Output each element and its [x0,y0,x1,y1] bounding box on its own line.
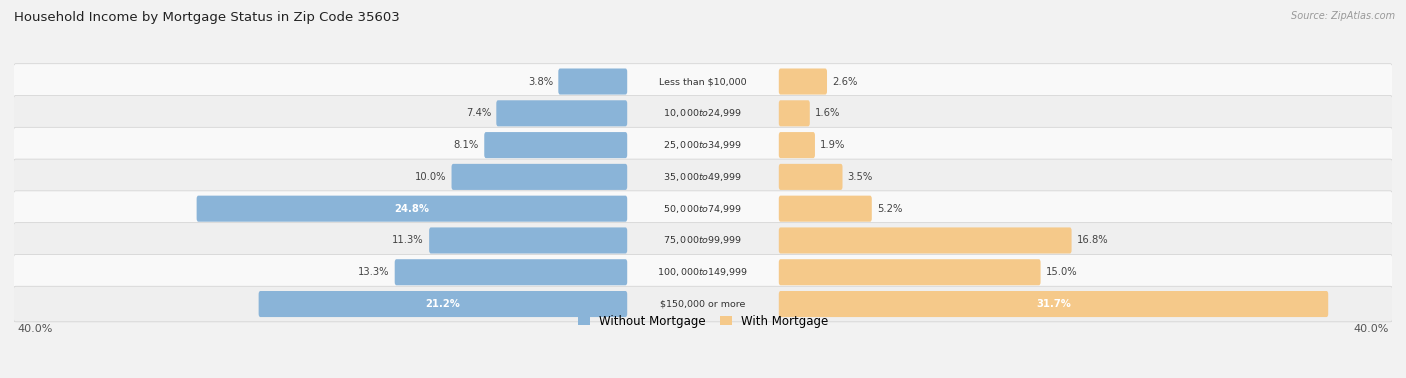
Text: Source: ZipAtlas.com: Source: ZipAtlas.com [1291,11,1395,21]
Text: 16.8%: 16.8% [1077,235,1108,245]
FancyBboxPatch shape [558,68,627,94]
Text: 1.9%: 1.9% [820,140,845,150]
Text: 24.8%: 24.8% [395,204,429,214]
FancyBboxPatch shape [484,132,627,158]
FancyBboxPatch shape [779,132,815,158]
FancyBboxPatch shape [13,254,1393,290]
FancyBboxPatch shape [259,291,627,317]
FancyBboxPatch shape [13,159,1393,195]
FancyBboxPatch shape [779,100,810,126]
Text: 5.2%: 5.2% [877,204,903,214]
Text: $100,000 to $149,999: $100,000 to $149,999 [658,266,748,278]
FancyBboxPatch shape [779,196,872,222]
Text: 11.3%: 11.3% [392,235,425,245]
FancyBboxPatch shape [779,68,827,94]
Text: $35,000 to $49,999: $35,000 to $49,999 [664,171,742,183]
FancyBboxPatch shape [779,259,1040,285]
FancyBboxPatch shape [197,196,627,222]
FancyBboxPatch shape [13,286,1393,322]
Text: Less than $10,000: Less than $10,000 [659,77,747,86]
Text: 8.1%: 8.1% [454,140,479,150]
Text: $25,000 to $34,999: $25,000 to $34,999 [664,139,742,151]
FancyBboxPatch shape [451,164,627,190]
FancyBboxPatch shape [13,191,1393,226]
FancyBboxPatch shape [13,127,1393,163]
FancyBboxPatch shape [429,228,627,254]
Text: $10,000 to $24,999: $10,000 to $24,999 [664,107,742,119]
Text: 2.6%: 2.6% [832,76,858,87]
Text: 21.2%: 21.2% [426,299,460,309]
Text: 7.4%: 7.4% [465,108,491,118]
FancyBboxPatch shape [779,228,1071,254]
Text: $75,000 to $99,999: $75,000 to $99,999 [664,234,742,246]
Text: 3.8%: 3.8% [529,76,553,87]
Text: 40.0%: 40.0% [17,324,53,334]
Text: 15.0%: 15.0% [1046,267,1077,277]
Text: 3.5%: 3.5% [848,172,873,182]
FancyBboxPatch shape [395,259,627,285]
Text: $50,000 to $74,999: $50,000 to $74,999 [664,203,742,215]
FancyBboxPatch shape [496,100,627,126]
FancyBboxPatch shape [13,64,1393,99]
Text: 40.0%: 40.0% [1353,324,1389,334]
Text: 31.7%: 31.7% [1036,299,1071,309]
FancyBboxPatch shape [13,223,1393,258]
FancyBboxPatch shape [13,96,1393,131]
FancyBboxPatch shape [779,291,1329,317]
Text: 10.0%: 10.0% [415,172,446,182]
Text: 13.3%: 13.3% [359,267,389,277]
Text: $150,000 or more: $150,000 or more [661,299,745,308]
Text: 1.6%: 1.6% [815,108,841,118]
FancyBboxPatch shape [779,164,842,190]
Text: Household Income by Mortgage Status in Zip Code 35603: Household Income by Mortgage Status in Z… [14,11,399,24]
Legend: Without Mortgage, With Mortgage: Without Mortgage, With Mortgage [574,310,832,332]
